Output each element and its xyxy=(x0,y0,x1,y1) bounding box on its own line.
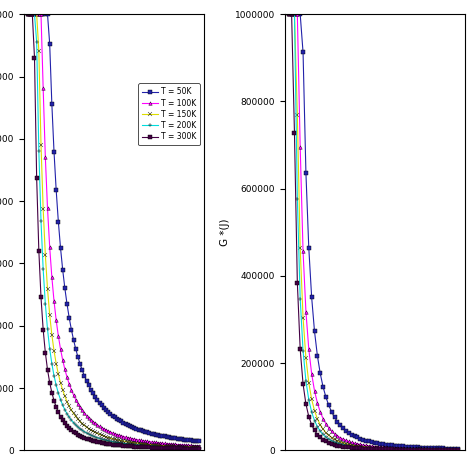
T = 100K xyxy=(197,443,202,449)
Line: T = 200K: T = 200K xyxy=(26,12,201,450)
T = 300K xyxy=(335,443,340,448)
T = 150K xyxy=(315,416,320,421)
T = 200K xyxy=(129,442,135,447)
T = 200K xyxy=(127,441,133,447)
T = 100K xyxy=(25,11,31,17)
T = 200K xyxy=(340,442,346,447)
T = 50K xyxy=(25,11,31,17)
T = 200K xyxy=(329,438,335,444)
T = 100K xyxy=(340,437,346,442)
T = 300K xyxy=(340,444,346,449)
T = 300K xyxy=(177,446,182,451)
T = 200K xyxy=(335,440,340,446)
Line: T = 100K: T = 100K xyxy=(26,12,201,447)
T = 50K xyxy=(315,353,320,358)
T = 50K xyxy=(136,427,141,432)
T = 150K xyxy=(340,440,346,446)
T = 150K xyxy=(101,433,107,439)
T = 150K xyxy=(25,11,31,17)
Line: T = 300K: T = 300K xyxy=(287,12,459,452)
Line: T = 100K: T = 100K xyxy=(287,12,459,451)
T = 200K xyxy=(177,445,182,450)
T = 100K xyxy=(315,400,320,406)
T = 150K xyxy=(343,441,349,447)
T = 200K xyxy=(343,443,349,448)
T = 300K xyxy=(142,444,148,450)
T = 100K xyxy=(127,435,133,441)
T = 50K xyxy=(286,11,292,17)
T = 200K xyxy=(455,447,460,453)
T = 100K xyxy=(335,433,340,439)
T = 50K xyxy=(197,438,202,444)
Line: T = 300K: T = 300K xyxy=(26,12,201,451)
T = 200K xyxy=(197,445,202,451)
T = 300K xyxy=(197,446,202,452)
T = 50K xyxy=(340,425,346,431)
T = 300K xyxy=(25,11,31,17)
T = 50K xyxy=(343,428,349,433)
T = 100K xyxy=(455,447,460,452)
Legend: T = 50K, T = 100K, T = 150K, T = 200K, T = 300K: T = 50K, T = 100K, T = 150K, T = 200K, T… xyxy=(138,83,200,145)
T = 50K xyxy=(455,446,460,452)
T = 150K xyxy=(127,439,133,445)
T = 100K xyxy=(142,438,148,444)
T = 50K xyxy=(129,424,135,430)
T = 50K xyxy=(177,436,182,442)
T = 150K xyxy=(286,11,292,17)
T = 100K xyxy=(136,437,141,443)
T = 100K xyxy=(392,445,398,451)
T = 50K xyxy=(127,423,133,429)
T = 300K xyxy=(455,447,460,453)
T = 50K xyxy=(101,405,107,410)
T = 300K xyxy=(286,11,292,17)
T = 50K xyxy=(335,419,340,424)
T = 300K xyxy=(101,440,107,446)
T = 150K xyxy=(129,440,135,446)
T = 150K xyxy=(197,445,202,450)
T = 150K xyxy=(142,441,148,447)
T = 100K xyxy=(129,436,135,441)
T = 150K xyxy=(329,435,335,440)
Line: T = 150K: T = 150K xyxy=(287,12,459,452)
T = 300K xyxy=(129,444,135,449)
T = 100K xyxy=(343,438,349,443)
T = 300K xyxy=(392,447,398,452)
T = 100K xyxy=(101,426,107,432)
T = 150K xyxy=(455,447,460,453)
T = 200K xyxy=(286,11,292,17)
T = 200K xyxy=(25,11,31,17)
T = 300K xyxy=(343,444,349,450)
T = 150K xyxy=(136,440,141,446)
T = 100K xyxy=(177,442,182,447)
T = 200K xyxy=(142,443,148,448)
T = 300K xyxy=(127,443,133,449)
T = 100K xyxy=(329,428,335,434)
T = 200K xyxy=(136,442,141,448)
T = 300K xyxy=(315,432,320,438)
T = 300K xyxy=(136,444,141,450)
T = 200K xyxy=(101,437,107,443)
T = 300K xyxy=(329,441,335,447)
T = 50K xyxy=(392,443,398,448)
T = 150K xyxy=(392,446,398,452)
T = 50K xyxy=(329,409,335,415)
Line: T = 50K: T = 50K xyxy=(287,12,459,451)
Y-axis label: G *(J): G *(J) xyxy=(220,219,230,246)
T = 100K xyxy=(286,11,292,17)
Line: T = 50K: T = 50K xyxy=(26,12,201,443)
T = 150K xyxy=(335,438,340,444)
Line: T = 200K: T = 200K xyxy=(287,12,459,452)
Line: T = 150K: T = 150K xyxy=(26,12,201,449)
T = 200K xyxy=(315,424,320,429)
T = 50K xyxy=(142,429,148,435)
T = 150K xyxy=(177,444,182,449)
T = 200K xyxy=(392,447,398,452)
